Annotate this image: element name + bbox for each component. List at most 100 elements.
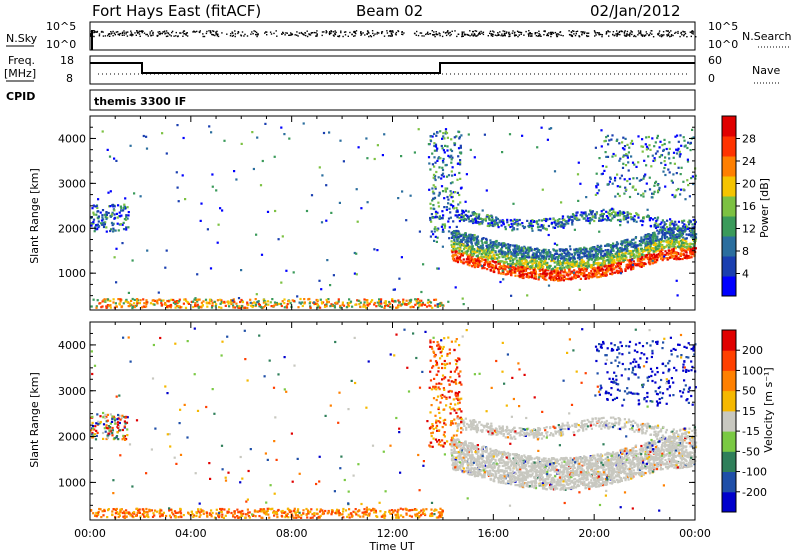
power-point — [432, 197, 435, 200]
power-point — [347, 304, 351, 308]
power-point — [476, 254, 479, 257]
power-point — [516, 224, 519, 227]
nsky-point — [500, 34, 502, 37]
power-point — [663, 231, 666, 235]
power-point — [622, 136, 625, 139]
power-point — [568, 270, 571, 273]
power-point — [468, 240, 471, 243]
power-point — [499, 252, 502, 255]
nsky-point — [270, 33, 273, 35]
power-point — [548, 264, 551, 267]
nsky-point — [386, 30, 388, 32]
power-point — [492, 244, 495, 247]
power-point — [577, 199, 580, 202]
power-point — [177, 305, 180, 308]
power-point — [607, 250, 610, 253]
nsky-point — [658, 32, 660, 34]
power-point — [459, 146, 462, 149]
nsky-point — [117, 31, 119, 33]
power-point — [542, 265, 545, 268]
nsky-point — [206, 30, 208, 33]
power-point — [106, 304, 109, 307]
nsky-point — [237, 32, 239, 35]
power-point — [460, 214, 463, 217]
power-point — [117, 204, 120, 207]
power-point — [127, 226, 130, 229]
power-point — [133, 306, 136, 309]
nsky-point — [528, 34, 530, 36]
power-point — [472, 261, 475, 265]
power-point — [496, 246, 499, 249]
power-point — [121, 223, 124, 226]
power-point — [622, 155, 625, 158]
nsky-point — [202, 33, 204, 35]
power-point — [461, 211, 464, 214]
power-point — [447, 217, 451, 220]
power-point — [434, 187, 437, 190]
nsky-point — [516, 30, 519, 32]
power-point — [611, 259, 614, 262]
nsky-point — [490, 34, 493, 37]
power-point — [669, 227, 673, 231]
freq-trace — [90, 62, 695, 74]
power-point — [607, 243, 610, 246]
power-point — [496, 253, 499, 256]
power-point — [466, 242, 469, 245]
power-point — [125, 215, 128, 218]
power-point — [640, 240, 643, 243]
power-point — [665, 226, 669, 229]
power-point — [522, 269, 525, 273]
nsky-point — [179, 32, 181, 34]
power-point — [255, 233, 258, 236]
power-point — [589, 219, 592, 222]
power-point — [113, 157, 116, 160]
power-point — [402, 300, 405, 303]
power-point — [671, 227, 675, 230]
power-point — [626, 143, 629, 146]
nsky-point — [645, 31, 647, 33]
power-point — [511, 225, 514, 228]
power-point — [357, 299, 360, 302]
nsky-point — [475, 35, 477, 37]
power-point — [627, 266, 630, 269]
nsky-point — [467, 34, 470, 36]
power-point — [610, 246, 613, 249]
power-point — [592, 263, 595, 266]
power-point — [528, 275, 532, 278]
nsky-point — [132, 34, 134, 36]
power-point — [677, 229, 680, 232]
power-point — [652, 159, 655, 162]
power-point — [500, 251, 503, 254]
nsky-point — [216, 34, 219, 37]
freq-panel — [89, 55, 696, 85]
power-point — [451, 254, 454, 258]
nsky-point — [205, 32, 208, 35]
power-point — [106, 148, 109, 151]
power-point — [397, 299, 400, 302]
power-point — [678, 155, 681, 158]
power-point — [337, 298, 340, 301]
power-point — [510, 252, 513, 255]
power-point — [474, 258, 477, 261]
power-point — [683, 219, 686, 222]
power-point — [679, 193, 682, 196]
nsky-tick-top: 10^5 — [46, 20, 76, 33]
power-point — [635, 249, 638, 252]
power-point — [472, 259, 475, 262]
nsky-point — [503, 32, 506, 35]
power-point — [441, 166, 444, 169]
power-point — [562, 274, 565, 277]
power-point — [578, 264, 581, 267]
power-point — [681, 221, 684, 224]
power-point — [429, 305, 432, 308]
power-point — [211, 185, 214, 188]
power-point — [622, 211, 626, 215]
power-point — [550, 221, 553, 224]
power-point — [490, 215, 493, 218]
nsky-point — [152, 34, 154, 36]
power-point — [472, 236, 475, 239]
power-point — [456, 178, 459, 181]
nsky-point — [477, 34, 479, 36]
power-point — [121, 242, 124, 245]
